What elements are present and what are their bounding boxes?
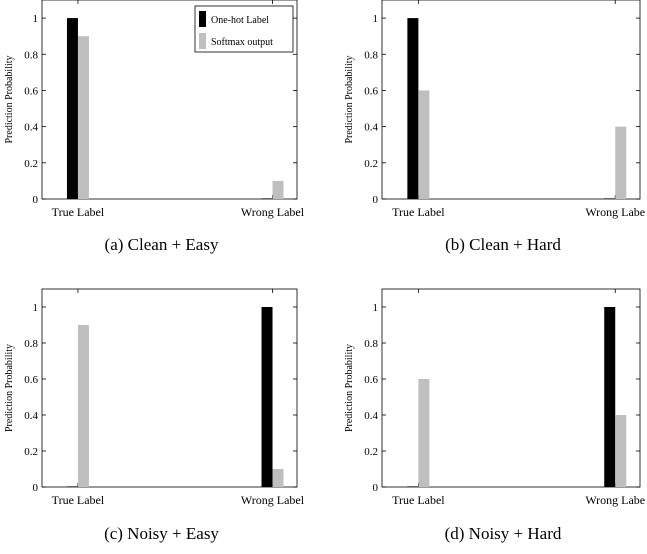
bar-softmax [272,469,284,487]
y-axis-label: Prediction Probability [344,344,355,432]
y-tick-label: 0.2 [24,446,38,458]
y-tick-label: 0.8 [364,49,378,61]
subfigure-caption: (c) Noisy + Easy [104,524,219,543]
bar-one-hot [407,18,419,199]
y-tick-label: 0.6 [24,85,38,97]
y-axis-label: Prediction Probability [4,344,15,432]
bar-one-hot [604,307,616,487]
y-tick-label: 0.4 [24,122,38,134]
axes-frame [381,288,641,488]
bar-softmax [272,180,284,199]
bar-softmax [615,415,627,487]
subfigure-caption: (b) Clean + Hard [445,235,561,254]
y-tick-label: 0 [33,482,39,494]
y-tick-label: 0.6 [24,374,38,386]
x-category-label: Wrong Label [241,493,305,507]
bar-softmax [418,90,430,199]
bar-one-hot [604,198,616,199]
legend-swatch-one-hot [199,11,206,27]
y-tick-label: 1 [373,13,379,25]
bar-one-hot [66,486,78,487]
x-category-label: True Label [392,205,445,219]
axes-frame [381,0,641,200]
legend-label-one-hot: One-hot Label [211,15,269,26]
x-category-label: True Label [392,493,445,507]
subplot-b: 0 0.2 0.4 0.6 0.8 1 Prediction Probability True… [344,0,645,254]
x-category-label: Wrong Label [241,205,305,219]
y-tick-label: 1 [33,13,39,25]
y-tick-label: 0.4 [24,410,38,422]
y-tick-label: 0.8 [364,338,378,350]
y-tick-label: 0.2 [364,446,378,458]
y-tick-label: 0.4 [364,410,378,422]
subplot-d: 0 0.2 0.4 0.6 0.8 1 Prediction Probability True… [344,288,645,543]
legend-label-softmax: Softmax output [211,37,273,48]
y-axis-label: Prediction Probability [344,55,355,143]
x-category-label: Wrong Labe [585,493,645,507]
subplot-c: 0 0.2 0.4 0.6 0.8 1 Prediction Probability True… [4,288,305,543]
y-tick-label: 0.2 [24,158,38,170]
x-category-label: True Label [52,493,105,507]
legend: One-hot Label Softmax output [194,5,294,53]
bar-softmax [77,36,89,199]
axes-frame [41,0,298,200]
y-tick-label: 0.8 [24,338,38,350]
x-category-label: Wrong Labe [585,205,645,219]
legend-box [194,5,294,53]
subfigure-caption: (a) Clean + Easy [105,235,219,254]
legend-swatch-softmax [199,33,206,49]
bar-softmax [418,379,430,487]
y-tick-label: 0.8 [24,49,38,61]
y-tick-label: 1 [373,302,379,314]
y-tick-label: 0 [373,482,379,494]
y-tick-label: 0 [373,194,379,206]
y-tick-label: 0.6 [364,374,378,386]
x-category-label: True Label [52,205,105,219]
axes-frame [41,288,298,488]
bar-softmax [77,325,89,487]
bar-one-hot [261,198,273,199]
bar-one-hot [407,486,419,487]
bar-softmax [615,126,627,199]
y-tick-label: 0 [33,194,39,206]
y-tick-label: 0.6 [364,85,378,97]
subplot-a: 0 0.2 0.4 0.6 0.8 1 Prediction Probability True… [4,0,305,254]
y-tick-label: 0.2 [364,158,378,170]
bar-one-hot [66,18,78,199]
subfigure-caption: (d) Noisy + Hard [445,524,562,543]
y-tick-label: 1 [33,302,39,314]
bar-one-hot [261,307,273,487]
y-tick-label: 0.4 [364,122,378,134]
y-axis-label: Prediction Probability [4,55,15,143]
